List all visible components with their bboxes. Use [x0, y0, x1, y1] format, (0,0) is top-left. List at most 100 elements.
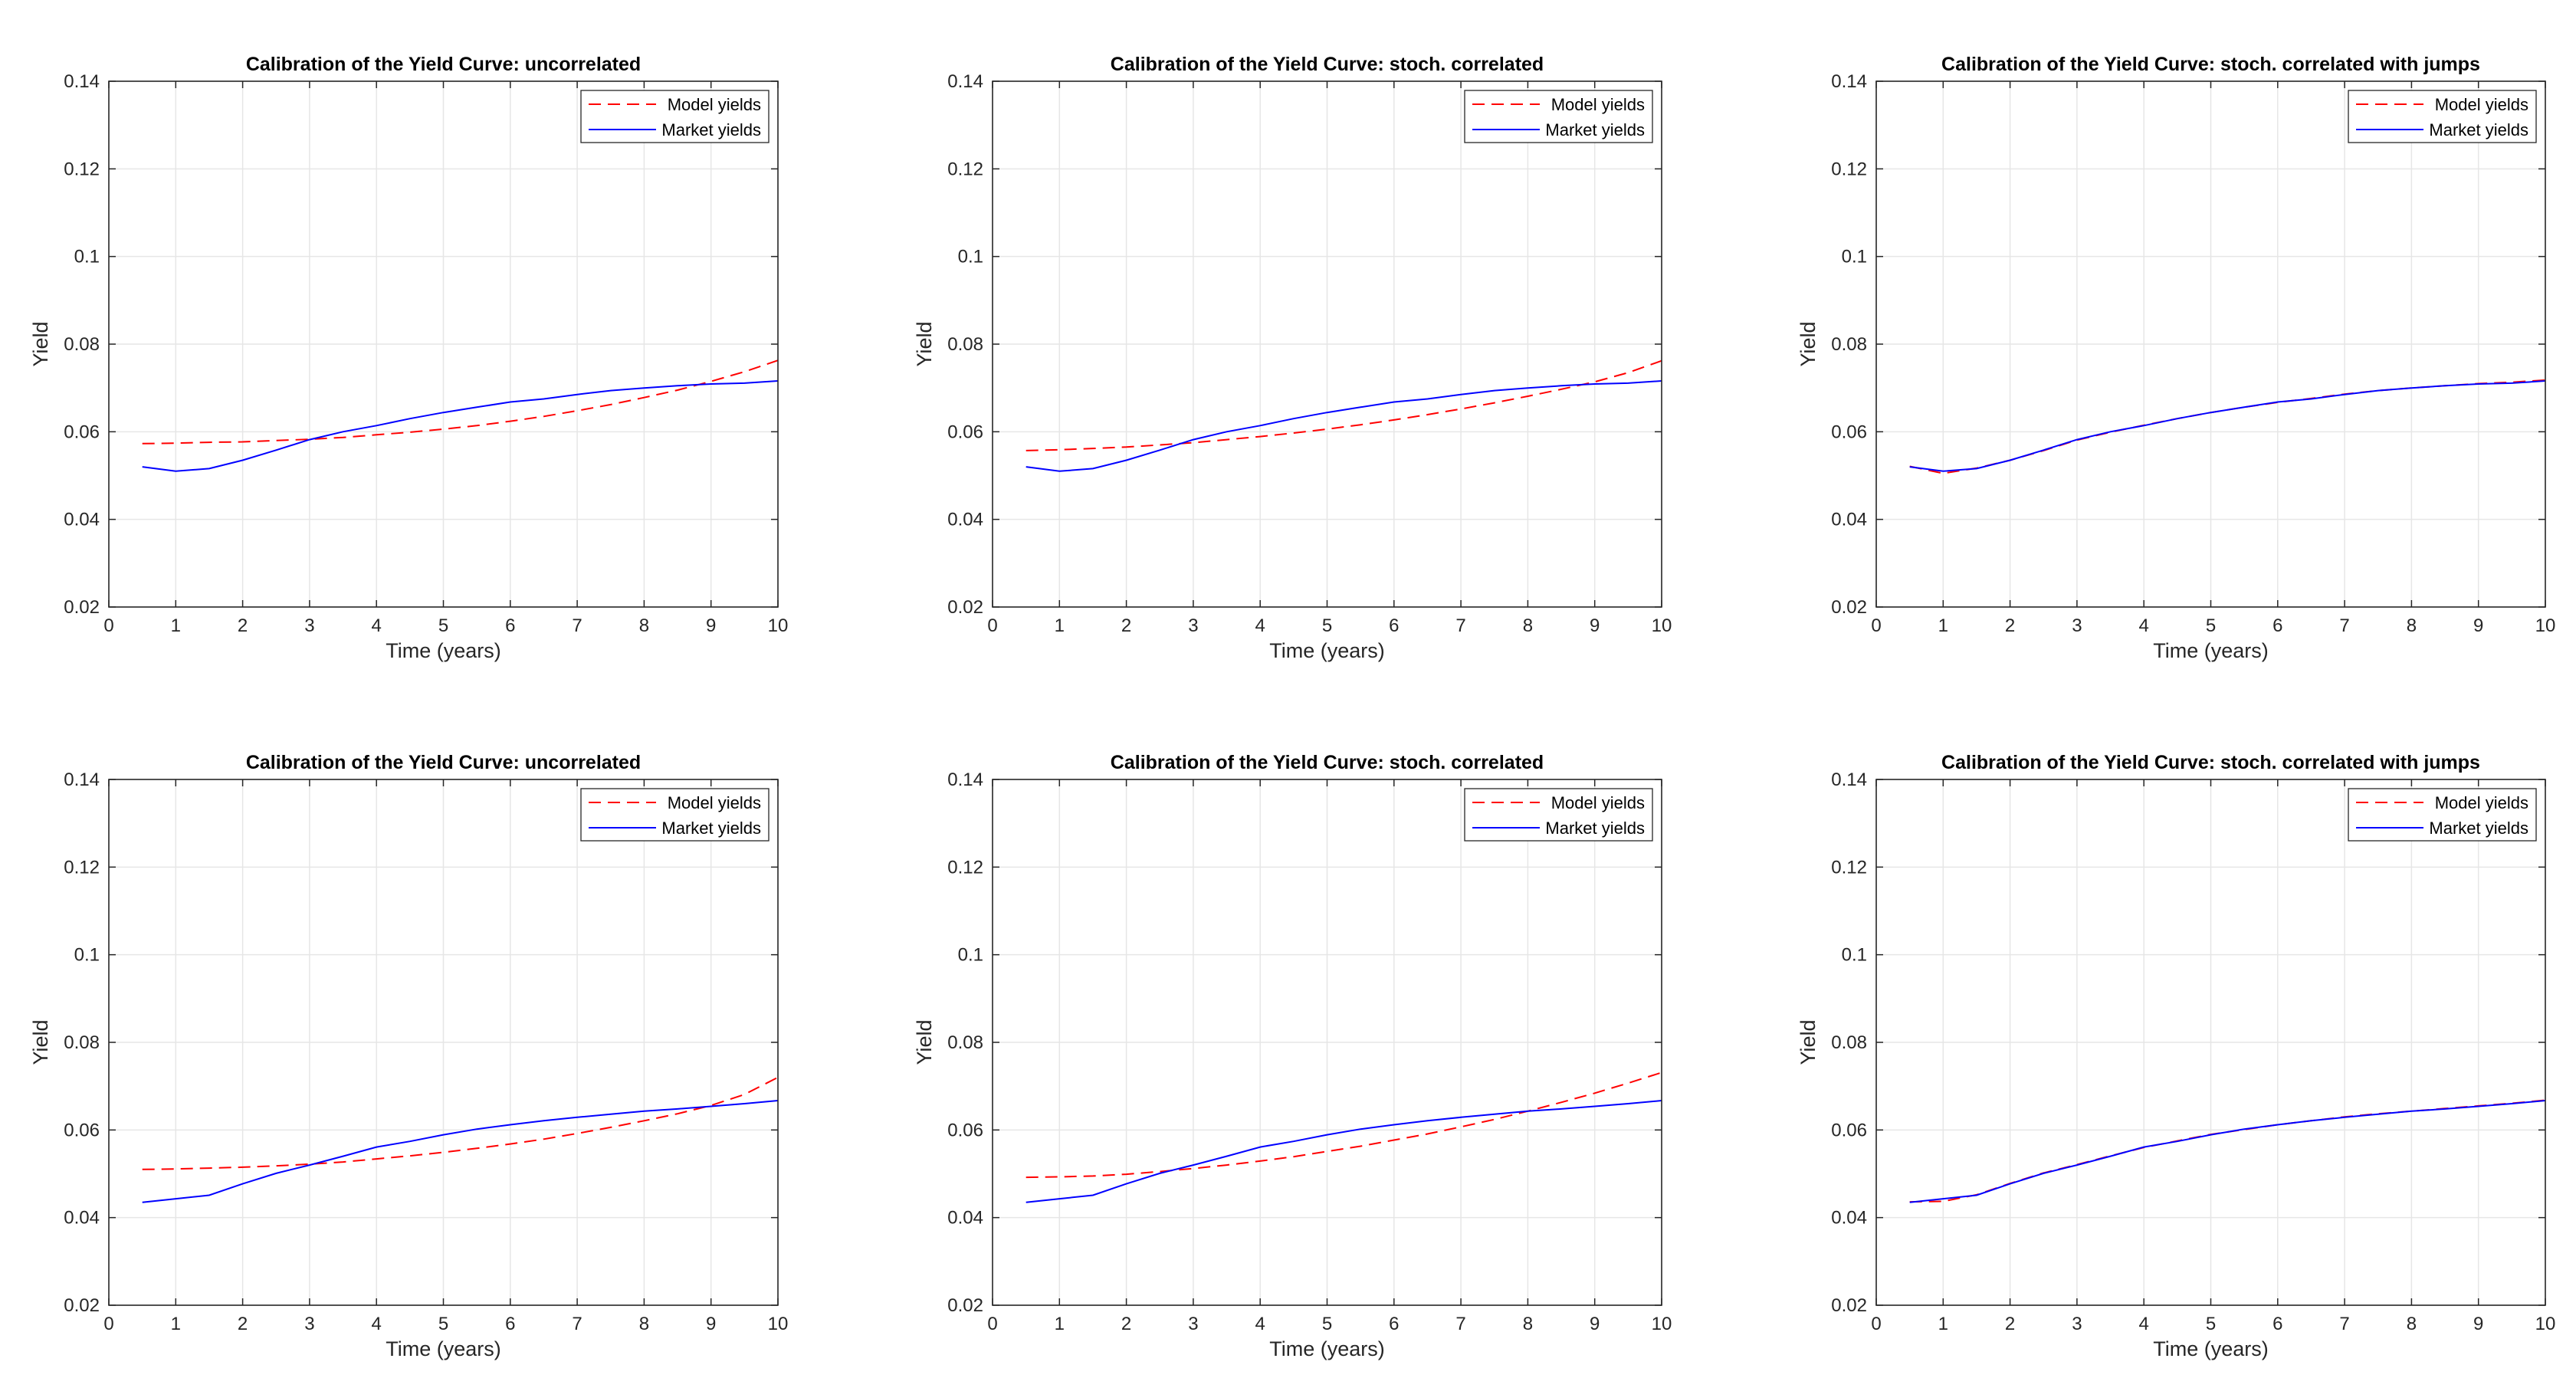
legend-label: Model yields [2435, 95, 2528, 114]
chart-title: Calibration of the Yield Curve: stoch. c… [1941, 54, 2480, 75]
y-tick-label: 0.04 [64, 510, 100, 530]
x-tick-label: 5 [1322, 615, 1332, 636]
legend-box [1464, 788, 1653, 842]
x-tick-label: 6 [2272, 615, 2282, 636]
market-yields-line [1909, 1100, 2546, 1203]
x-tick-label: 9 [706, 1314, 716, 1334]
x-tick-label: 4 [372, 1314, 382, 1334]
y-tick-label: 0.14 [1831, 769, 1867, 790]
x-tick-label: 1 [1055, 1314, 1065, 1334]
x-tick-label: 9 [1590, 1314, 1600, 1334]
x-tick-label: 3 [304, 615, 314, 636]
x-axis-label: Time (years) [1269, 639, 1385, 662]
chart-panel-3: 0 1 2 3 4 5 6 7 8 9 10 0.02 0.04 0.06 0.08 0.1 0.12 0.14 C… [1797, 54, 2555, 662]
x-tick-label: 0 [1871, 615, 1881, 636]
x-tick-label: 3 [2072, 1314, 2082, 1334]
legend-label: Model yields [668, 95, 761, 114]
chart-panel-6: 0 1 2 3 4 5 6 7 8 9 10 0.02 0.04 0.06 0.08 0.1 0.12 0.14 C… [1797, 752, 2555, 1360]
y-axis-label: Yield [29, 1019, 52, 1065]
y-tick-label: 0.1 [958, 247, 983, 267]
x-tick-label: 7 [1455, 1314, 1465, 1334]
legend-label: Model yields [668, 793, 761, 812]
x-tick-label: 6 [1389, 615, 1399, 636]
y-tick-label: 0.08 [947, 334, 983, 355]
x-tick-label: 5 [438, 615, 448, 636]
x-tick-label: 6 [1389, 1314, 1399, 1334]
y-tick-label: 0.08 [1831, 1032, 1867, 1053]
legend-label: Model yields [2435, 793, 2528, 812]
x-tick-label: 10 [2535, 1314, 2556, 1334]
legend-box [580, 90, 770, 143]
y-tick-label: 0.06 [64, 1120, 100, 1140]
y-tick-label: 0.04 [947, 1208, 983, 1229]
x-tick-label: 9 [2473, 615, 2483, 636]
x-axis-label: Time (years) [2153, 1337, 2269, 1360]
y-tick-label: 0.1 [1842, 247, 1867, 267]
x-tick-label: 7 [2339, 1314, 2349, 1334]
y-axis-label: Yield [1797, 321, 1820, 366]
x-tick-label: 1 [171, 1314, 181, 1334]
x-tick-label: 2 [1121, 1314, 1131, 1334]
x-tick-label: 10 [1652, 1314, 1672, 1334]
x-tick-label: 1 [1938, 615, 1948, 636]
x-tick-label: 0 [1871, 1314, 1881, 1334]
x-tick-label: 9 [706, 615, 716, 636]
x-axis-label: Time (years) [1269, 1337, 1385, 1360]
y-tick-label: 0.1 [74, 945, 100, 966]
legend-box [580, 788, 770, 842]
y-tick-label: 0.12 [64, 159, 100, 179]
y-tick-label: 0.12 [1831, 159, 1867, 179]
y-tick-label: 0.06 [1831, 422, 1867, 442]
x-tick-label: 8 [1523, 615, 1533, 636]
y-tick-label: 0.14 [947, 71, 983, 92]
y-tick-label: 0.1 [958, 945, 983, 966]
y-tick-label: 0.14 [64, 71, 100, 92]
x-tick-label: 8 [2407, 615, 2417, 636]
y-tick-label: 0.12 [1831, 857, 1867, 878]
x-tick-label: 8 [2407, 1314, 2417, 1334]
y-axis-label: Yield [913, 1019, 936, 1065]
x-tick-label: 3 [2072, 615, 2082, 636]
chart-panel-2: 0 1 2 3 4 5 6 7 8 9 10 0.02 0.04 0.06 0.08 0.1 0.12 0.14 C… [913, 54, 1672, 662]
chart-title: Calibration of the Yield Curve: stoch. c… [1111, 752, 1544, 773]
y-tick-label: 0.08 [1831, 334, 1867, 355]
x-tick-label: 6 [2272, 1314, 2282, 1334]
chart-title: Calibration of the Yield Curve: stoch. c… [1111, 54, 1544, 75]
y-tick-label: 0.04 [947, 510, 983, 530]
x-tick-label: 1 [1055, 615, 1065, 636]
x-tick-label: 6 [505, 1314, 515, 1334]
x-tick-label: 5 [2206, 1314, 2216, 1334]
x-tick-label: 1 [1938, 1314, 1948, 1334]
y-tick-label: 0.02 [64, 597, 100, 618]
chart-title: Calibration of the Yield Curve: uncorrel… [246, 54, 641, 75]
legend-label: Market yields [661, 819, 761, 838]
x-tick-label: 4 [1255, 1314, 1265, 1334]
legend-label: Market yields [1545, 819, 1645, 838]
x-tick-label: 9 [2473, 1314, 2483, 1334]
y-tick-label: 0.14 [64, 769, 100, 790]
x-tick-label: 7 [572, 1314, 582, 1334]
y-tick-label: 0.04 [64, 1208, 100, 1229]
y-tick-label: 0.12 [947, 857, 983, 878]
x-tick-label: 2 [2005, 1314, 2015, 1334]
market-yields-line [142, 380, 779, 472]
x-tick-label: 2 [238, 615, 248, 636]
y-tick-label: 0.08 [947, 1032, 983, 1053]
market-yields-line [1025, 1100, 1662, 1203]
legend-label: Model yields [1551, 95, 1645, 114]
y-tick-label: 0.02 [947, 1295, 983, 1316]
model-yields-line [142, 359, 779, 445]
x-tick-label: 2 [1121, 615, 1131, 636]
y-tick-label: 0.06 [947, 422, 983, 442]
y-axis-label: Yield [913, 321, 936, 366]
legend-label: Market yields [661, 120, 761, 139]
x-tick-label: 4 [2139, 615, 2149, 636]
x-tick-label: 3 [1188, 1314, 1198, 1334]
x-tick-label: 3 [304, 1314, 314, 1334]
y-tick-label: 0.08 [64, 1032, 100, 1053]
x-tick-label: 8 [639, 1314, 649, 1334]
market-yields-line [1025, 380, 1662, 472]
x-tick-label: 8 [1523, 1314, 1533, 1334]
x-axis-label: Time (years) [386, 639, 501, 662]
y-tick-label: 0.06 [64, 422, 100, 442]
